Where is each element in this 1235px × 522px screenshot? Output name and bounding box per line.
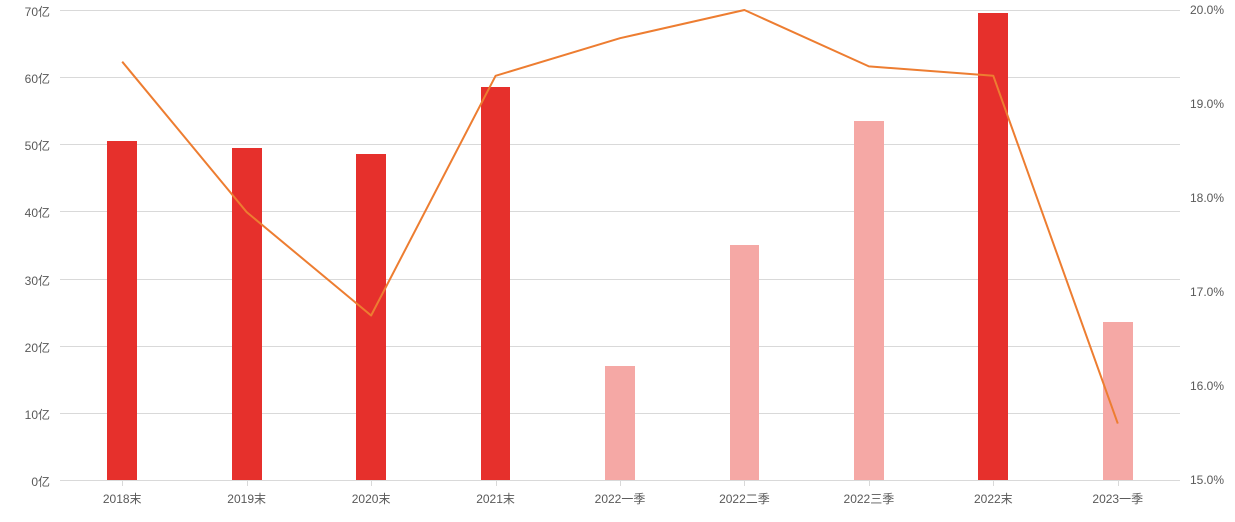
y-left-tick-label: 0亿 bbox=[0, 473, 50, 490]
y-left-tick-label: 10亿 bbox=[0, 406, 50, 423]
y-left-tick-label: 70亿 bbox=[0, 3, 50, 20]
x-tick-label: 2021末 bbox=[433, 490, 557, 507]
x-tick-label: 2020末 bbox=[309, 490, 433, 507]
x-tick bbox=[744, 480, 745, 486]
y-right-tick-label: 18.0% bbox=[1190, 191, 1224, 205]
x-tick-label: 2022一季 bbox=[558, 490, 682, 507]
x-tick-label: 2019末 bbox=[184, 490, 308, 507]
y-right-tick-label: 19.0% bbox=[1190, 97, 1224, 111]
x-tick-label: 2022二季 bbox=[682, 490, 806, 507]
y-left-tick-label: 50亿 bbox=[0, 137, 50, 154]
y-right-tick-label: 17.0% bbox=[1190, 285, 1224, 299]
plot-area bbox=[60, 10, 1180, 480]
x-tick bbox=[122, 480, 123, 486]
y-left-tick-label: 60亿 bbox=[0, 70, 50, 87]
y-right-tick-label: 20.0% bbox=[1190, 3, 1224, 17]
y-left-tick-label: 40亿 bbox=[0, 204, 50, 221]
line-series bbox=[60, 10, 1180, 480]
y-right-tick-label: 16.0% bbox=[1190, 379, 1224, 393]
x-tick-label: 2022末 bbox=[931, 490, 1055, 507]
x-tick-label: 2018末 bbox=[60, 490, 184, 507]
y-left-tick-label: 30亿 bbox=[0, 272, 50, 289]
chart-container: 0亿 10亿 20亿 30亿 40亿 50亿 60亿 70亿 15.0% 16.0% 17.0% 18… bbox=[0, 0, 1235, 522]
y-left-tick-label: 20亿 bbox=[0, 339, 50, 356]
x-tick-label: 2023一季 bbox=[1056, 490, 1180, 507]
x-tick bbox=[869, 480, 870, 486]
x-tick-label: 2022三季 bbox=[807, 490, 931, 507]
x-tick bbox=[1118, 480, 1119, 486]
x-tick bbox=[247, 480, 248, 486]
y-right-tick-label: 15.0% bbox=[1190, 473, 1224, 487]
x-tick bbox=[496, 480, 497, 486]
x-tick bbox=[620, 480, 621, 486]
x-tick bbox=[371, 480, 372, 486]
x-tick bbox=[993, 480, 994, 486]
